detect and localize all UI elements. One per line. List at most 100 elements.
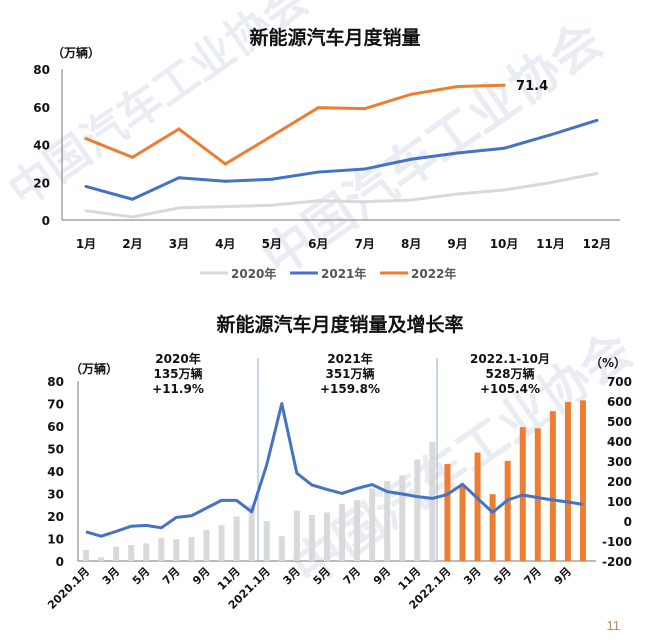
page-number: 11 [606,618,621,633]
x-tick-label: 3月 [281,565,303,587]
data-point [456,85,460,89]
data-point [363,167,367,171]
x-tick-label: 3月 [100,565,122,587]
data-point [270,177,274,181]
period-annotation: +159.8% [320,382,380,396]
x-tick-label: 3月 [461,565,483,587]
sales-bar [278,536,285,561]
x-tick-label: 5月 [311,565,333,587]
left-axis-unit: （万辆） [70,361,118,376]
sales-bar [474,452,481,561]
right-axis-unit: （%） [590,355,626,370]
data-point [130,197,134,201]
sales-bar [414,459,421,561]
sales-bar [384,481,391,561]
data-point [409,198,413,202]
data-point [456,192,460,196]
sales-bar [579,400,586,561]
sales-bar [203,529,210,561]
sales-bar [459,486,466,561]
y-tick-label: 40 [33,139,50,153]
sales-bar [188,537,195,561]
x-tick-label: 7月 [160,565,182,587]
period-annotation: 2022.1-10月 [470,352,550,366]
legend-label: 2022年 [411,266,456,281]
sales-bar [504,460,511,561]
x-tick-label: 11月 [396,565,424,593]
chart-title: 新能源汽车月度销量及增长率 [216,313,463,336]
x-tick-label: 9月 [552,565,574,587]
y-axis-unit: （万辆） [52,45,100,60]
sales-bar [83,549,89,561]
period-annotation: 2020年 [155,351,200,366]
data-point [363,200,367,204]
sales-bar [429,442,436,561]
series-line-2020年 [85,171,598,219]
x-tick-label: 1月 [76,237,96,251]
chart-title: 新能源汽车月度销量 [249,26,420,49]
sales-bar [354,500,361,561]
data-point [316,170,320,174]
data-point [84,209,88,213]
right-tick-label: 600 [607,395,632,409]
series-line-2022年 [85,83,505,166]
data-point [177,176,181,180]
sales-bar [293,510,300,561]
sales-bar [399,475,406,561]
data-point [223,205,227,209]
x-tick-label: 4月 [215,237,235,251]
x-tick-label: 11月 [215,565,243,593]
sales-bar [233,516,240,561]
sales-bar [444,464,451,561]
data-point [502,146,506,150]
data-label: 71.4 [516,79,548,94]
x-tick-label: 7月 [341,565,363,587]
x-tick-label: 12月 [583,237,612,251]
right-tick-label: 300 [607,455,632,469]
right-tick-label: 0 [624,515,632,529]
data-point [456,151,460,155]
data-point [409,157,413,161]
y-tick-label: 0 [42,214,50,228]
left-tick-label: 50 [47,443,64,457]
data-point [177,127,181,131]
y-tick-label: 80 [33,63,50,77]
x-tick-label: 9月 [371,565,393,587]
data-point [223,162,227,166]
data-point [270,203,274,207]
left-tick-label: 20 [47,510,64,524]
y-tick-label: 60 [33,101,50,115]
legend-label: 2020年 [231,266,276,281]
data-point [502,188,506,192]
data-point [549,181,552,185]
x-tick-label: 6月 [308,237,328,251]
y-tick-label: 20 [33,176,50,190]
left-tick-label: 80 [47,375,64,389]
period-annotation: +11.9% [152,382,204,396]
sales-bar [158,538,165,561]
sales-bar [369,488,376,561]
data-point [549,133,552,137]
sales-bar [98,557,105,561]
sales-bar [339,503,346,561]
period-annotation: 351万辆 [325,366,374,381]
legend-label: 2021年 [321,266,366,281]
period-annotation: 135万辆 [153,366,202,381]
x-tick-label: 5月 [262,237,282,251]
x-tick-label: 2月 [122,237,142,251]
sales-bar [489,494,496,561]
data-point [130,215,134,219]
data-point [84,184,88,188]
right-tick-label: 700 [607,375,632,389]
sales-bar [549,411,556,561]
sales-bar [308,514,315,561]
period-annotation: +105.4% [480,382,540,396]
sales-bar [263,520,270,561]
data-point [177,206,181,210]
left-tick-label: 70 [47,398,64,412]
period-annotation: 2021年 [327,351,372,366]
left-tick-label: 30 [47,488,64,502]
data-point [130,155,134,159]
x-tick-label: 7月 [355,237,375,251]
